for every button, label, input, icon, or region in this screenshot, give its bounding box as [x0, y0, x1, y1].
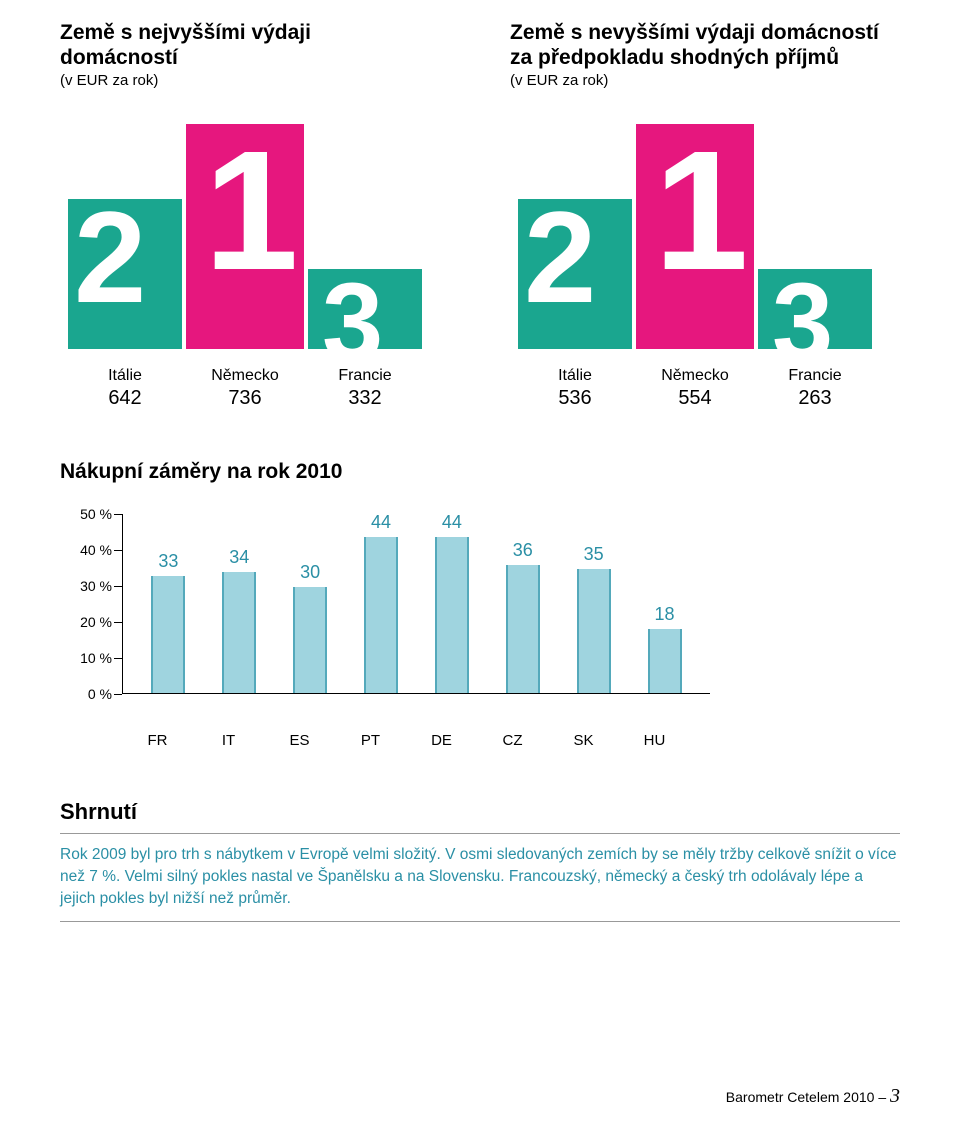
- bar-rect: [151, 576, 185, 693]
- podium-right: 213 Itálie536Německo554Francie263: [510, 119, 880, 410]
- bar-ES: 30: [283, 562, 337, 694]
- podium-block-rank1: 1: [186, 124, 304, 349]
- podium-block-rank1: 1: [636, 124, 754, 349]
- bar-value-label: 30: [300, 562, 320, 583]
- bar-rect: [364, 537, 398, 694]
- left-subtitle: (v EUR za rok): [60, 72, 430, 89]
- titles-row: Země s nejvyššími výdaji domácností (v E…: [60, 20, 900, 89]
- plot-area: 33 34 30 44 44 36 35 18: [122, 514, 710, 694]
- podium-value: 642: [70, 387, 180, 410]
- bar-chart: 50 % 40 % 30 % 20 % 10 % 0 % 33 34 30 44 44 36 35 18: [70, 504, 710, 714]
- y-tick-mark: [114, 622, 122, 623]
- bar-value-label: 44: [442, 512, 462, 533]
- bar-DE: 44: [425, 512, 479, 694]
- left-title-block: Země s nejvyššími výdaji domácností (v E…: [60, 20, 430, 89]
- x-label-FR: FR: [131, 732, 185, 749]
- bar-rect: [435, 537, 469, 694]
- divider: [60, 921, 900, 922]
- x-label-PT: PT: [344, 732, 398, 749]
- y-tick-label: 40 %: [80, 542, 112, 558]
- y-tick-mark: [114, 694, 122, 695]
- bar-PT: 44: [354, 512, 408, 694]
- y-tick-mark: [114, 658, 122, 659]
- podiums-row: 213 Itálie642Německo736Francie332 213 It…: [60, 119, 900, 410]
- page-number: 3: [890, 1085, 900, 1107]
- podium-value: 554: [640, 387, 750, 410]
- y-axis: 50 % 40 % 30 % 20 % 10 % 0 %: [70, 504, 120, 714]
- bar-SK: 35: [567, 544, 621, 694]
- podium-rank-number: 3: [322, 279, 383, 367]
- podium-rank-number: 1: [654, 143, 749, 279]
- podium-country: Itálie: [520, 367, 630, 385]
- podium-value: 536: [520, 387, 630, 410]
- y-tick-label: 10 %: [80, 650, 112, 666]
- bar-HU: 18: [638, 604, 692, 693]
- left-title: Země s nejvyššími výdaji domácností: [60, 20, 430, 70]
- bar-rect: [577, 569, 611, 694]
- x-label-CZ: CZ: [486, 732, 540, 749]
- podium-label: Itálie 642: [70, 367, 180, 410]
- x-label-DE: DE: [415, 732, 469, 749]
- podium-rank-number: 3: [772, 279, 833, 367]
- bar-CZ: 36: [496, 540, 550, 693]
- podium-country: Německo: [190, 367, 300, 385]
- bar-value-label: 34: [229, 547, 249, 568]
- page-footer: Barometr Cetelem 2010 – 3: [726, 1085, 900, 1108]
- bar-rect: [293, 587, 327, 694]
- x-label-HU: HU: [628, 732, 682, 749]
- x-label-SK: SK: [557, 732, 611, 749]
- bar-value-label: 36: [513, 540, 533, 561]
- podium-label: Německo 554: [640, 367, 750, 410]
- podium-block-rank3: 3: [758, 269, 872, 349]
- podium-label: Itálie 536: [520, 367, 630, 410]
- bar-value-label: 44: [371, 512, 391, 533]
- bar-value-label: 33: [158, 551, 178, 572]
- bar-IT: 34: [212, 547, 266, 693]
- y-tick-mark: [114, 514, 122, 515]
- summary-heading: Shrnutí: [60, 799, 900, 825]
- bar-value-label: 35: [584, 544, 604, 565]
- bar-rect: [506, 565, 540, 693]
- podium-label: Německo 736: [190, 367, 300, 410]
- podium-rank-number: 2: [524, 205, 596, 309]
- podium-country: Itálie: [70, 367, 180, 385]
- podium-left: 213 Itálie642Německo736Francie332: [60, 119, 430, 410]
- y-tick-mark: [114, 550, 122, 551]
- podium-value: 736: [190, 387, 300, 410]
- x-axis-labels: FR IT ES PT DE CZ SK HU: [112, 732, 700, 749]
- podium-block-rank2: 2: [68, 199, 182, 349]
- x-label-IT: IT: [202, 732, 256, 749]
- chart-title: Nákupní záměry na rok 2010: [60, 460, 900, 484]
- bar-rect: [648, 629, 682, 693]
- right-title: Země s nevyššími výdaji domácností za př…: [510, 20, 880, 70]
- podium-country: Německo: [640, 367, 750, 385]
- bar-rect: [222, 572, 256, 693]
- podium-rank-number: 1: [204, 143, 299, 279]
- y-tick-label: 50 %: [80, 506, 112, 522]
- podium-block-rank2: 2: [518, 199, 632, 349]
- podium-value: 332: [310, 387, 420, 410]
- podium-block-rank3: 3: [308, 269, 422, 349]
- right-subtitle: (v EUR za rok): [510, 72, 880, 89]
- divider: [60, 833, 900, 834]
- podium-rank-number: 2: [74, 205, 146, 309]
- y-tick-label: 30 %: [80, 578, 112, 594]
- footer-text: Barometr Cetelem 2010 –: [726, 1089, 890, 1105]
- bar-FR: 33: [141, 551, 195, 693]
- y-tick-label: 0 %: [88, 686, 112, 702]
- podium-value: 263: [760, 387, 870, 410]
- x-label-ES: ES: [273, 732, 327, 749]
- summary-text: Rok 2009 byl pro trh s nábytkem v Evropě…: [60, 844, 900, 909]
- right-title-block: Země s nevyššími výdaji domácností za př…: [510, 20, 880, 89]
- bar-value-label: 18: [655, 604, 675, 625]
- y-tick-label: 20 %: [80, 614, 112, 630]
- y-tick-mark: [114, 586, 122, 587]
